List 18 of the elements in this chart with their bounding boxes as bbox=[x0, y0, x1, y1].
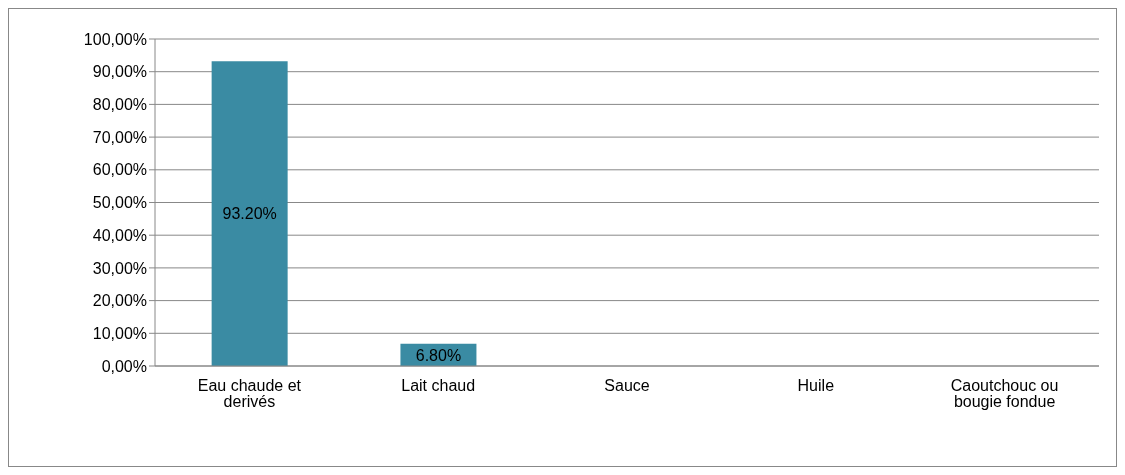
y-tick-label: 20,00% bbox=[92, 292, 147, 310]
x-tick-label: Eau chaude et derivés bbox=[197, 377, 302, 411]
y-tick-label: 10,00% bbox=[92, 324, 147, 342]
x-tick-label: Sauce bbox=[604, 377, 650, 395]
y-tick-label: 60,00% bbox=[92, 161, 147, 179]
y-tick-label: 50,00% bbox=[92, 194, 147, 212]
data-label: 93.20% bbox=[222, 205, 277, 223]
y-tick-label: 40,00% bbox=[92, 226, 147, 244]
y-tick-label: 70,00% bbox=[92, 128, 147, 146]
y-tick-label: 100,00% bbox=[83, 30, 147, 48]
x-tick-label: Caoutchouc ou bougie fondue bbox=[950, 377, 1059, 411]
x-tick-label: Lait chaud bbox=[401, 377, 476, 395]
y-tick-label: 0,00% bbox=[101, 357, 147, 375]
y-tick-label: 80,00% bbox=[92, 96, 147, 114]
x-tick-label: Huile bbox=[797, 377, 835, 395]
y-tick-label: 90,00% bbox=[92, 63, 147, 81]
data-label: 6.80% bbox=[415, 346, 462, 364]
y-tick-label: 30,00% bbox=[92, 259, 147, 277]
